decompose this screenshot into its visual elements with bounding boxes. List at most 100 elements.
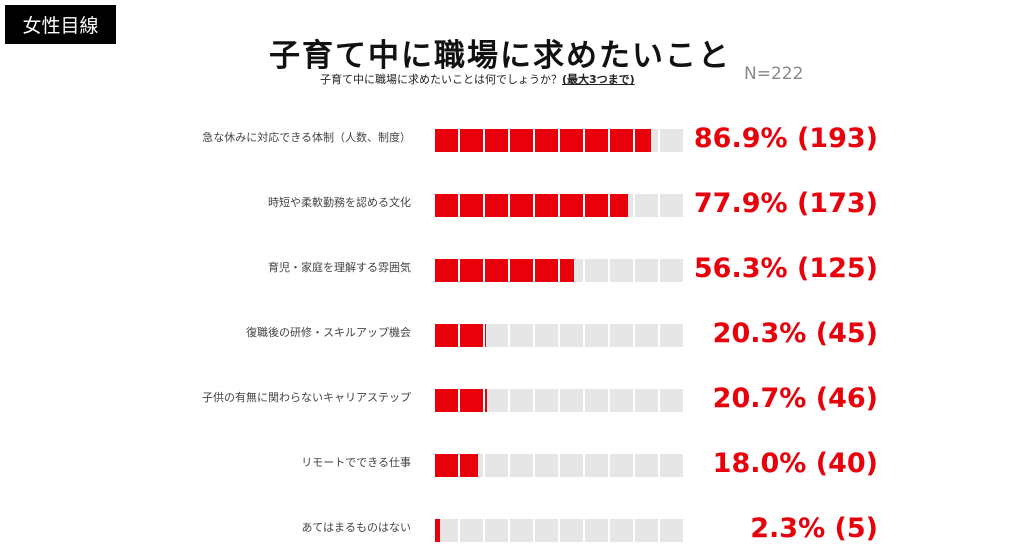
bar-block: [460, 129, 483, 152]
category-label: 子供の有無に関わらないキャリアステップ: [202, 391, 411, 404]
bar-block: [585, 454, 608, 477]
bar-fill: [460, 324, 483, 347]
bar-block: [460, 519, 483, 542]
bar-block: [660, 129, 683, 152]
bar-fill: [635, 129, 651, 152]
bar-block: [610, 259, 633, 282]
bar-block: [535, 519, 558, 542]
bar-block: [435, 389, 458, 412]
bar-block: [485, 389, 508, 412]
bar-fill: [485, 259, 508, 282]
bar-block: [585, 389, 608, 412]
bar-block: [535, 324, 558, 347]
bar-block: [510, 454, 533, 477]
bar-block: [660, 194, 683, 217]
value-label: 20.3% (45): [712, 318, 878, 349]
bar-fill: [460, 454, 479, 477]
bar-row: 復職後の研修・スキルアップ機会 20.3% (45): [0, 315, 1024, 355]
category-label: あてはまるものはない: [301, 521, 411, 534]
bar-fill: [610, 194, 629, 217]
bar-block: [560, 194, 583, 217]
bar-fill: [560, 129, 583, 152]
bar-fill: [510, 194, 533, 217]
bar-block: [610, 519, 633, 542]
subtitle-note: (最大3つまで): [562, 73, 635, 86]
bar-block: [535, 194, 558, 217]
sample-size: N=222: [744, 64, 804, 84]
bar-block: [435, 129, 458, 152]
bar-block: [560, 454, 583, 477]
bar-row: リモートでできる仕事 18.0% (40): [0, 445, 1024, 485]
bar-block: [535, 389, 558, 412]
bar-block: [485, 454, 508, 477]
bar-fill: [535, 194, 558, 217]
bar-block: [460, 324, 483, 347]
bar-block: [435, 324, 458, 347]
category-label: 急な休みに対応できる体制（人数、制度）: [202, 131, 411, 144]
bar-fill: [485, 324, 486, 347]
bar-block: [635, 259, 658, 282]
category-label: リモートでできる仕事: [301, 456, 411, 469]
bar-block: [510, 389, 533, 412]
bar-block: [660, 324, 683, 347]
bar-fill: [435, 389, 458, 412]
bar-fill: [510, 129, 533, 152]
bar-block: [660, 454, 683, 477]
bar-fill: [560, 259, 575, 282]
bar-block: [510, 194, 533, 217]
value-label: 77.9% (173): [693, 188, 878, 219]
value-label: 86.9% (193): [693, 123, 878, 154]
bar-row: 急な休みに対応できる体制（人数、制度） 86.9% (193): [0, 120, 1024, 160]
bar-block: [635, 324, 658, 347]
bar-block: [610, 324, 633, 347]
category-label: 育児・家庭を理解する雰囲気: [268, 261, 411, 274]
bar-fill: [460, 194, 483, 217]
bar-block: [485, 324, 508, 347]
bar-block: [535, 454, 558, 477]
bar-block: [510, 259, 533, 282]
bar-block: [435, 519, 458, 542]
bar-block: [535, 129, 558, 152]
bar-fill: [510, 259, 533, 282]
bar-block: [610, 389, 633, 412]
bar-fill: [435, 129, 458, 152]
bar-row: 子供の有無に関わらないキャリアステップ 20.7% (46): [0, 380, 1024, 420]
bar-block: [560, 259, 583, 282]
bar-block: [485, 519, 508, 542]
bar-block: [435, 454, 458, 477]
value-label: 18.0% (40): [712, 448, 878, 479]
bar-fill: [435, 194, 458, 217]
bar-fill: [535, 129, 558, 152]
bar-block: [610, 129, 633, 152]
bar-block: [560, 324, 583, 347]
chart-title: 子育て中に職場に求めたいこと: [269, 38, 731, 74]
bar-fill: [485, 389, 487, 412]
bar-fill: [610, 129, 633, 152]
bar-block: [585, 194, 608, 217]
bar-fill: [585, 194, 608, 217]
bar-block: [635, 129, 658, 152]
bar-block: [585, 519, 608, 542]
bar-block: [560, 519, 583, 542]
bar-fill: [485, 194, 508, 217]
women-perspective-tag: 女性目線: [5, 5, 116, 44]
bar-block: [560, 389, 583, 412]
bar-fill: [435, 454, 458, 477]
bar-fill: [585, 129, 608, 152]
bar-block: [435, 259, 458, 282]
bar-block: [460, 259, 483, 282]
subtitle-text: 子育て中に職場に求めたいことは何でしょうか？: [320, 73, 562, 86]
bar-block: [560, 129, 583, 152]
chart-subtitle: 子育て中に職場に求めたいことは何でしょうか？(最大3つまで): [320, 71, 635, 87]
bar-fill: [460, 389, 483, 412]
bar-block: [460, 194, 483, 217]
category-label: 時短や柔軟勤務を認める文化: [268, 196, 411, 209]
bar-block: [660, 519, 683, 542]
value-label: 20.7% (46): [712, 383, 878, 414]
bar-block: [535, 259, 558, 282]
bar-block: [460, 454, 483, 477]
bar-block: [485, 259, 508, 282]
bar-block: [485, 194, 508, 217]
bar-fill: [435, 324, 458, 347]
bar-block: [585, 324, 608, 347]
